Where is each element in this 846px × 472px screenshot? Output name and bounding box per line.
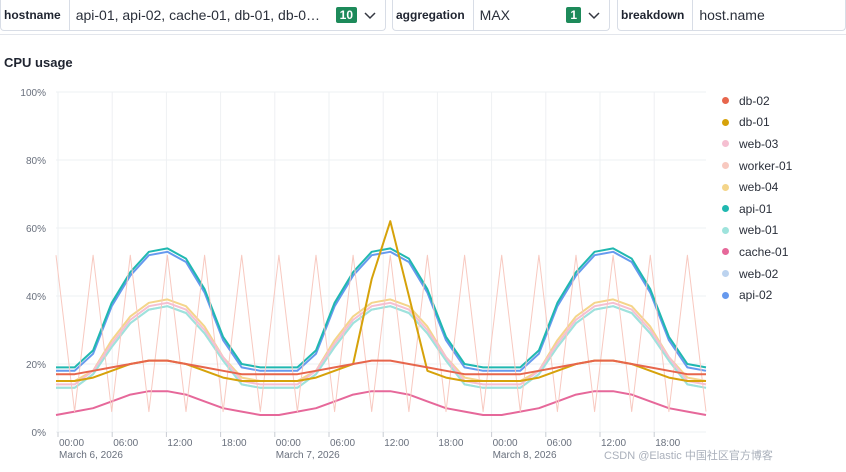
series-line-cache-01 [55, 390, 707, 416]
x-tick-label: 12:00 [384, 438, 409, 449]
legend-item-api-01[interactable]: api-01 [722, 198, 842, 220]
x-tick-label: 18:00 [438, 438, 463, 449]
x-tick-label: 06:00 [547, 438, 572, 449]
legend-swatch [722, 97, 729, 105]
x-tick-label: 12:00 [167, 438, 192, 449]
legend-label: web-02 [739, 266, 779, 281]
legend-label: worker-01 [739, 158, 793, 173]
aggregation-filter-value[interactable]: MAX [479, 7, 511, 23]
y-tick-label: 0% [32, 428, 47, 439]
x-date-label: March 6, 2026 [59, 450, 123, 460]
aggregation-count-badge: 1 [566, 7, 581, 23]
filter-bar: hostname api-01, api-02, cache-01, db-01… [0, 0, 846, 35]
y-tick-label: 80% [26, 156, 46, 167]
y-tick-label: 100% [20, 88, 46, 99]
breakdown-filter[interactable]: breakdown host.name [617, 0, 846, 31]
legend-label: web-03 [739, 136, 779, 151]
series-line-api-02 [56, 250, 707, 372]
x-tick-label: 00:00 [59, 438, 84, 449]
watermark: CSDN @Elastic 中国社区官方博客 [604, 450, 773, 462]
x-tick-label: 06:00 [113, 438, 138, 449]
legend-item-api-02[interactable]: api-02 [722, 284, 842, 306]
chevron-down-icon[interactable] [363, 8, 377, 22]
series-line-web-01 [56, 305, 707, 389]
legend-swatch [722, 270, 729, 278]
legend-label: web-01 [739, 223, 779, 238]
chart-title: CPU usage [4, 55, 73, 70]
legend-item-web-01[interactable]: web-01 [722, 220, 842, 242]
hostname-count-badge: 10 [335, 7, 357, 23]
legend-item-web-04[interactable]: web-04 [722, 176, 842, 198]
hostname-filter-label: hostname [1, 0, 70, 30]
legend-item-cache-01[interactable]: cache-01 [722, 241, 842, 263]
x-tick-label: 12:00 [601, 438, 626, 449]
legend-label: api-02 [739, 288, 773, 303]
y-tick-label: 20% [26, 360, 46, 371]
legend-label: db-02 [739, 93, 770, 108]
series-line-web-03 [56, 301, 707, 386]
y-tick-label: 60% [26, 224, 46, 235]
x-tick-label: 18:00 [655, 438, 680, 449]
legend-swatch [722, 205, 729, 213]
legend-swatch [722, 248, 729, 256]
legend-label: db-01 [739, 115, 770, 130]
series-line-worker-01 [55, 254, 707, 413]
aggregation-filter[interactable]: aggregation MAX 1 [392, 0, 610, 31]
legend-swatch [722, 291, 729, 299]
legend-item-web-03[interactable]: web-03 [722, 133, 842, 155]
hostname-filter[interactable]: hostname api-01, api-02, cache-01, db-01… [0, 0, 386, 31]
aggregation-filter-label: aggregation [393, 0, 474, 30]
x-date-label: March 7, 2026 [276, 450, 340, 460]
cpu-usage-chart: 0% 20% 40% 60% 80% 100% 00:00 06:00 12:00 18:00 00… [20, 88, 707, 460]
legend-item-worker-01[interactable]: worker-01 [722, 155, 842, 177]
x-date-label: March 8, 2026 [493, 450, 557, 460]
legend-swatch [722, 183, 729, 191]
series-line-db-02 [56, 359, 706, 376]
x-tick-label: 00:00 [493, 438, 518, 449]
legend-item-db-02[interactable]: db-02 [722, 90, 842, 112]
legend-item-db-01[interactable]: db-01 [722, 112, 842, 134]
x-tick-label: 06:00 [330, 438, 355, 449]
breakdown-filter-label: breakdown [618, 0, 694, 30]
x-tick-label: 18:00 [222, 438, 247, 449]
legend-item-web-02[interactable]: web-02 [722, 263, 842, 285]
chevron-down-icon[interactable] [587, 8, 601, 22]
chart-legend: db-02 db-01 web-03 worker-01 web-04 api-01 web… [722, 90, 842, 306]
legend-swatch [722, 140, 729, 148]
breakdown-filter-value[interactable]: host.name [699, 7, 765, 23]
legend-swatch [722, 226, 729, 234]
legend-label: web-04 [739, 180, 779, 195]
y-tick-label: 40% [26, 292, 46, 303]
series-line-web-04 [56, 298, 707, 382]
legend-swatch [722, 118, 729, 126]
legend-label: api-01 [739, 201, 773, 216]
legend-swatch [722, 162, 729, 170]
x-tick-label: 00:00 [276, 438, 301, 449]
legend-label: cache-01 [739, 244, 789, 259]
hostname-filter-value[interactable]: api-01, api-02, cache-01, db-01, db-0… [75, 7, 321, 23]
